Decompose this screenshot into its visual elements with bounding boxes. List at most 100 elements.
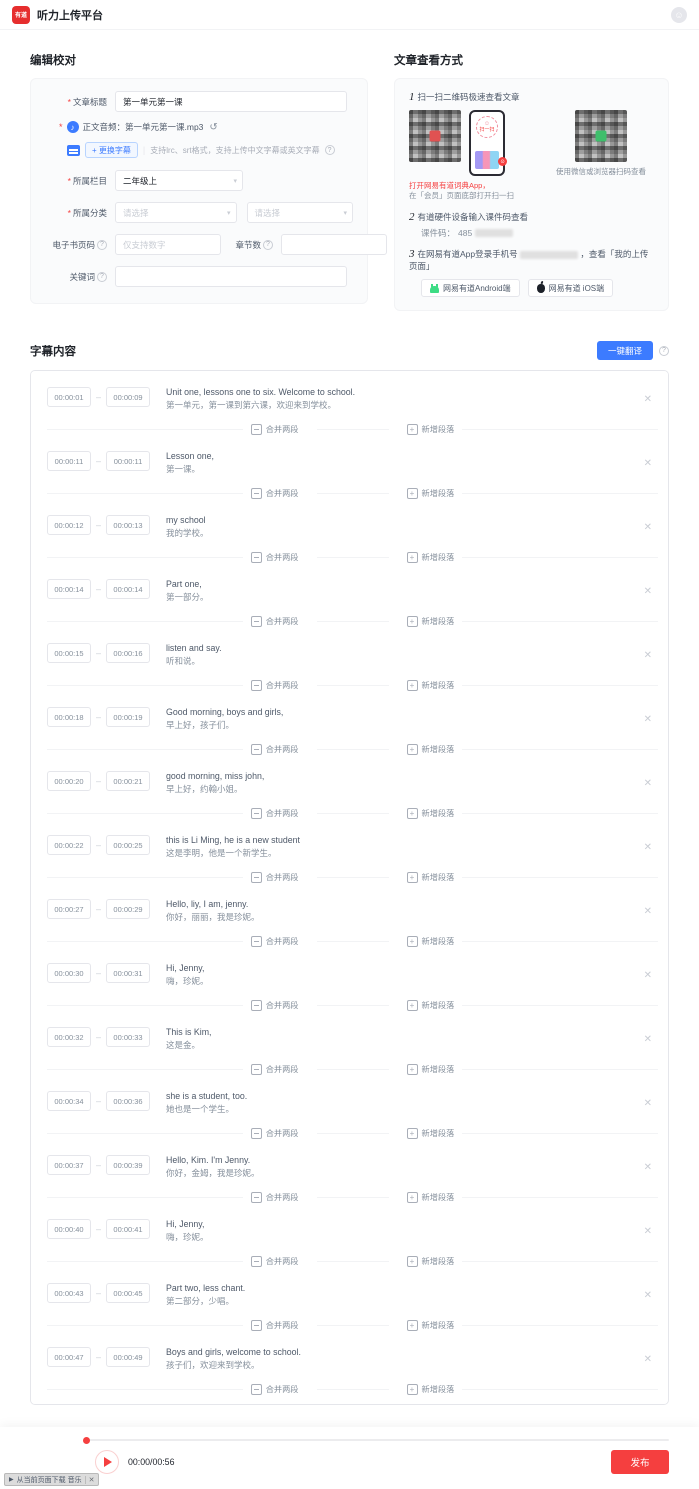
add-paragraph-button[interactable]: 新增段落 xyxy=(399,551,463,563)
add-paragraph-button[interactable]: 新增段落 xyxy=(399,1255,463,1267)
delete-row-icon[interactable]: ✕ xyxy=(643,1290,652,1301)
subtitle-text-zh[interactable]: 第一单元，第一课到第六课，欢迎来到学校。 xyxy=(166,400,337,410)
user-avatar-icon[interactable]: ☺ xyxy=(671,6,687,23)
subtitle-text-zh[interactable]: 第一课。 xyxy=(166,464,201,474)
subtitle-text-en[interactable]: this is Li Ming, he is a new student xyxy=(166,835,300,845)
delete-row-icon[interactable]: ✕ xyxy=(643,458,652,469)
merge-paragraphs-button[interactable]: 合并两段 xyxy=(243,743,307,755)
subtitle-text-zh[interactable]: 早上好，约翰小姐。 xyxy=(166,784,243,794)
article-title-input[interactable] xyxy=(115,91,347,112)
subtitle-text-zh[interactable]: 她也是一个学生。 xyxy=(166,1104,235,1114)
start-time-input[interactable] xyxy=(47,579,91,599)
subtitle-text-en[interactable]: Unit one, lessons one to six. Welcome to… xyxy=(166,387,356,397)
undo-icon[interactable]: ↺ xyxy=(209,121,218,133)
category-select-2[interactable]: 请选择 ▾ xyxy=(246,202,353,223)
merge-paragraphs-button[interactable]: 合并两段 xyxy=(243,423,307,435)
subtitle-text-en[interactable]: Part one, xyxy=(166,579,202,589)
delete-row-icon[interactable]: ✕ xyxy=(643,394,652,405)
subtitle-text[interactable]: Hi, Jenny, 嗨，珍妮。 xyxy=(166,1218,636,1244)
subtitle-text-zh[interactable]: 我的学校。 xyxy=(166,528,209,538)
close-icon[interactable]: ✕ xyxy=(84,1475,94,1484)
end-time-input[interactable] xyxy=(106,451,151,471)
delete-row-icon[interactable]: ✕ xyxy=(643,1226,652,1237)
start-time-input[interactable] xyxy=(47,515,91,535)
start-time-input[interactable] xyxy=(47,963,91,983)
subtitle-text[interactable]: Hi, Jenny, 嗨，珍妮。 xyxy=(166,962,636,988)
end-time-input[interactable] xyxy=(106,1027,151,1047)
subtitle-text-zh[interactable]: 第二部分，少唱。 xyxy=(166,1296,235,1306)
merge-paragraphs-button[interactable]: 合并两段 xyxy=(243,871,307,883)
add-paragraph-button[interactable]: 新增段落 xyxy=(399,679,463,691)
progress-handle[interactable] xyxy=(83,1436,90,1444)
change-subtitle-button[interactable]: + 更换字幕 xyxy=(85,142,138,158)
ebook-page-input[interactable] xyxy=(115,234,221,255)
subtitle-text-en[interactable]: Hi, Jenny, xyxy=(166,963,205,973)
subtitle-text-en[interactable]: This is Kim, xyxy=(166,1027,212,1037)
merge-paragraphs-button[interactable]: 合并两段 xyxy=(243,679,307,691)
subtitle-text-zh[interactable]: 嗨，珍妮。 xyxy=(166,1232,209,1242)
add-paragraph-button[interactable]: 新增段落 xyxy=(399,743,463,755)
end-time-input[interactable] xyxy=(106,387,151,407)
merge-paragraphs-button[interactable]: 合并两段 xyxy=(243,1319,307,1331)
subtitle-text[interactable]: this is Li Ming, he is a new student 这是李… xyxy=(166,834,636,860)
start-time-input[interactable] xyxy=(47,1155,91,1175)
category-select-1[interactable]: 请选择 ▾ xyxy=(115,202,237,223)
merge-paragraphs-button[interactable]: 合并两段 xyxy=(243,935,307,947)
keyword-input[interactable] xyxy=(115,266,347,287)
chapter-count-input[interactable] xyxy=(281,234,387,255)
column-select[interactable]: 二年级上 ▾ xyxy=(115,170,243,191)
end-time-input[interactable] xyxy=(106,643,151,663)
end-time-input[interactable] xyxy=(106,515,151,535)
start-time-input[interactable] xyxy=(47,643,91,663)
merge-paragraphs-button[interactable]: 合并两段 xyxy=(243,487,307,499)
merge-paragraphs-button[interactable]: 合并两段 xyxy=(243,1191,307,1203)
start-time-input[interactable] xyxy=(47,899,91,919)
delete-row-icon[interactable]: ✕ xyxy=(643,970,652,981)
add-paragraph-button[interactable]: 新增段落 xyxy=(399,1127,463,1139)
end-time-input[interactable] xyxy=(106,963,151,983)
subtitle-text[interactable]: Part one, 第一部分。 xyxy=(166,578,636,604)
start-time-input[interactable] xyxy=(47,1347,91,1367)
start-time-input[interactable] xyxy=(47,1283,91,1303)
delete-row-icon[interactable]: ✕ xyxy=(643,778,652,789)
end-time-input[interactable] xyxy=(106,1283,151,1303)
subtitle-text[interactable]: Hello, Kim. I'm Jenny. 你好，金姆，我是珍妮。 xyxy=(166,1154,636,1180)
subtitle-text-en[interactable]: listen and say. xyxy=(166,643,222,653)
delete-row-icon[interactable]: ✕ xyxy=(643,1098,652,1109)
add-paragraph-button[interactable]: 新增段落 xyxy=(399,1383,463,1395)
subtitle-list[interactable]: – Unit one, lessons one to six. Welcome … xyxy=(30,370,669,1405)
end-time-input[interactable] xyxy=(106,1219,151,1239)
merge-paragraphs-button[interactable]: 合并两段 xyxy=(243,1383,307,1395)
add-paragraph-button[interactable]: 新增段落 xyxy=(399,999,463,1011)
delete-row-icon[interactable]: ✕ xyxy=(643,522,652,533)
subtitle-text[interactable]: Unit one, lessons one to six. Welcome to… xyxy=(166,386,636,412)
add-paragraph-button[interactable]: 新增段落 xyxy=(399,1319,463,1331)
subtitle-text-zh[interactable]: 你好，金姆，我是珍妮。 xyxy=(166,1168,260,1178)
subtitle-text-en[interactable]: my school xyxy=(166,515,206,525)
merge-paragraphs-button[interactable]: 合并两段 xyxy=(243,551,307,563)
ios-app-button[interactable]: 网易有道 iOS端 xyxy=(527,279,614,297)
help-icon[interactable]: ? xyxy=(263,239,273,250)
subtitle-text-zh[interactable]: 这是李明，他是一个新学生。 xyxy=(166,848,277,858)
subtitle-text-en[interactable]: Boys and girls, welcome to school. xyxy=(166,1347,301,1357)
subtitle-text-en[interactable]: Hi, Jenny, xyxy=(166,1219,205,1229)
merge-paragraphs-button[interactable]: 合并两段 xyxy=(243,1255,307,1267)
start-time-input[interactable] xyxy=(47,771,91,791)
merge-paragraphs-button[interactable]: 合并两段 xyxy=(243,1063,307,1075)
start-time-input[interactable] xyxy=(47,387,91,407)
subtitle-text-en[interactable]: good morning, miss john, xyxy=(166,771,265,781)
start-time-input[interactable] xyxy=(47,1027,91,1047)
subtitle-text[interactable]: my school 我的学校。 xyxy=(166,514,636,540)
subtitle-text[interactable]: Good morning, boys and girls, 早上好，孩子们。 xyxy=(166,706,636,732)
add-paragraph-button[interactable]: 新增段落 xyxy=(399,487,463,499)
help-icon[interactable]: ? xyxy=(659,345,669,356)
subtitle-text[interactable]: Boys and girls, welcome to school. 孩子们，欢… xyxy=(166,1346,636,1372)
download-notification-bar[interactable]: ▶ 从当前页面下载 音乐 ✕ xyxy=(4,1473,100,1486)
delete-row-icon[interactable]: ✕ xyxy=(643,714,652,725)
subtitle-text[interactable]: This is Kim, 这是金。 xyxy=(166,1026,636,1052)
subtitle-text-zh[interactable]: 孩子们，欢迎来到学校。 xyxy=(166,1360,260,1370)
add-paragraph-button[interactable]: 新增段落 xyxy=(399,871,463,883)
delete-row-icon[interactable]: ✕ xyxy=(643,1354,652,1365)
subtitle-text-zh[interactable]: 听和说。 xyxy=(166,656,201,666)
delete-row-icon[interactable]: ✕ xyxy=(643,586,652,597)
